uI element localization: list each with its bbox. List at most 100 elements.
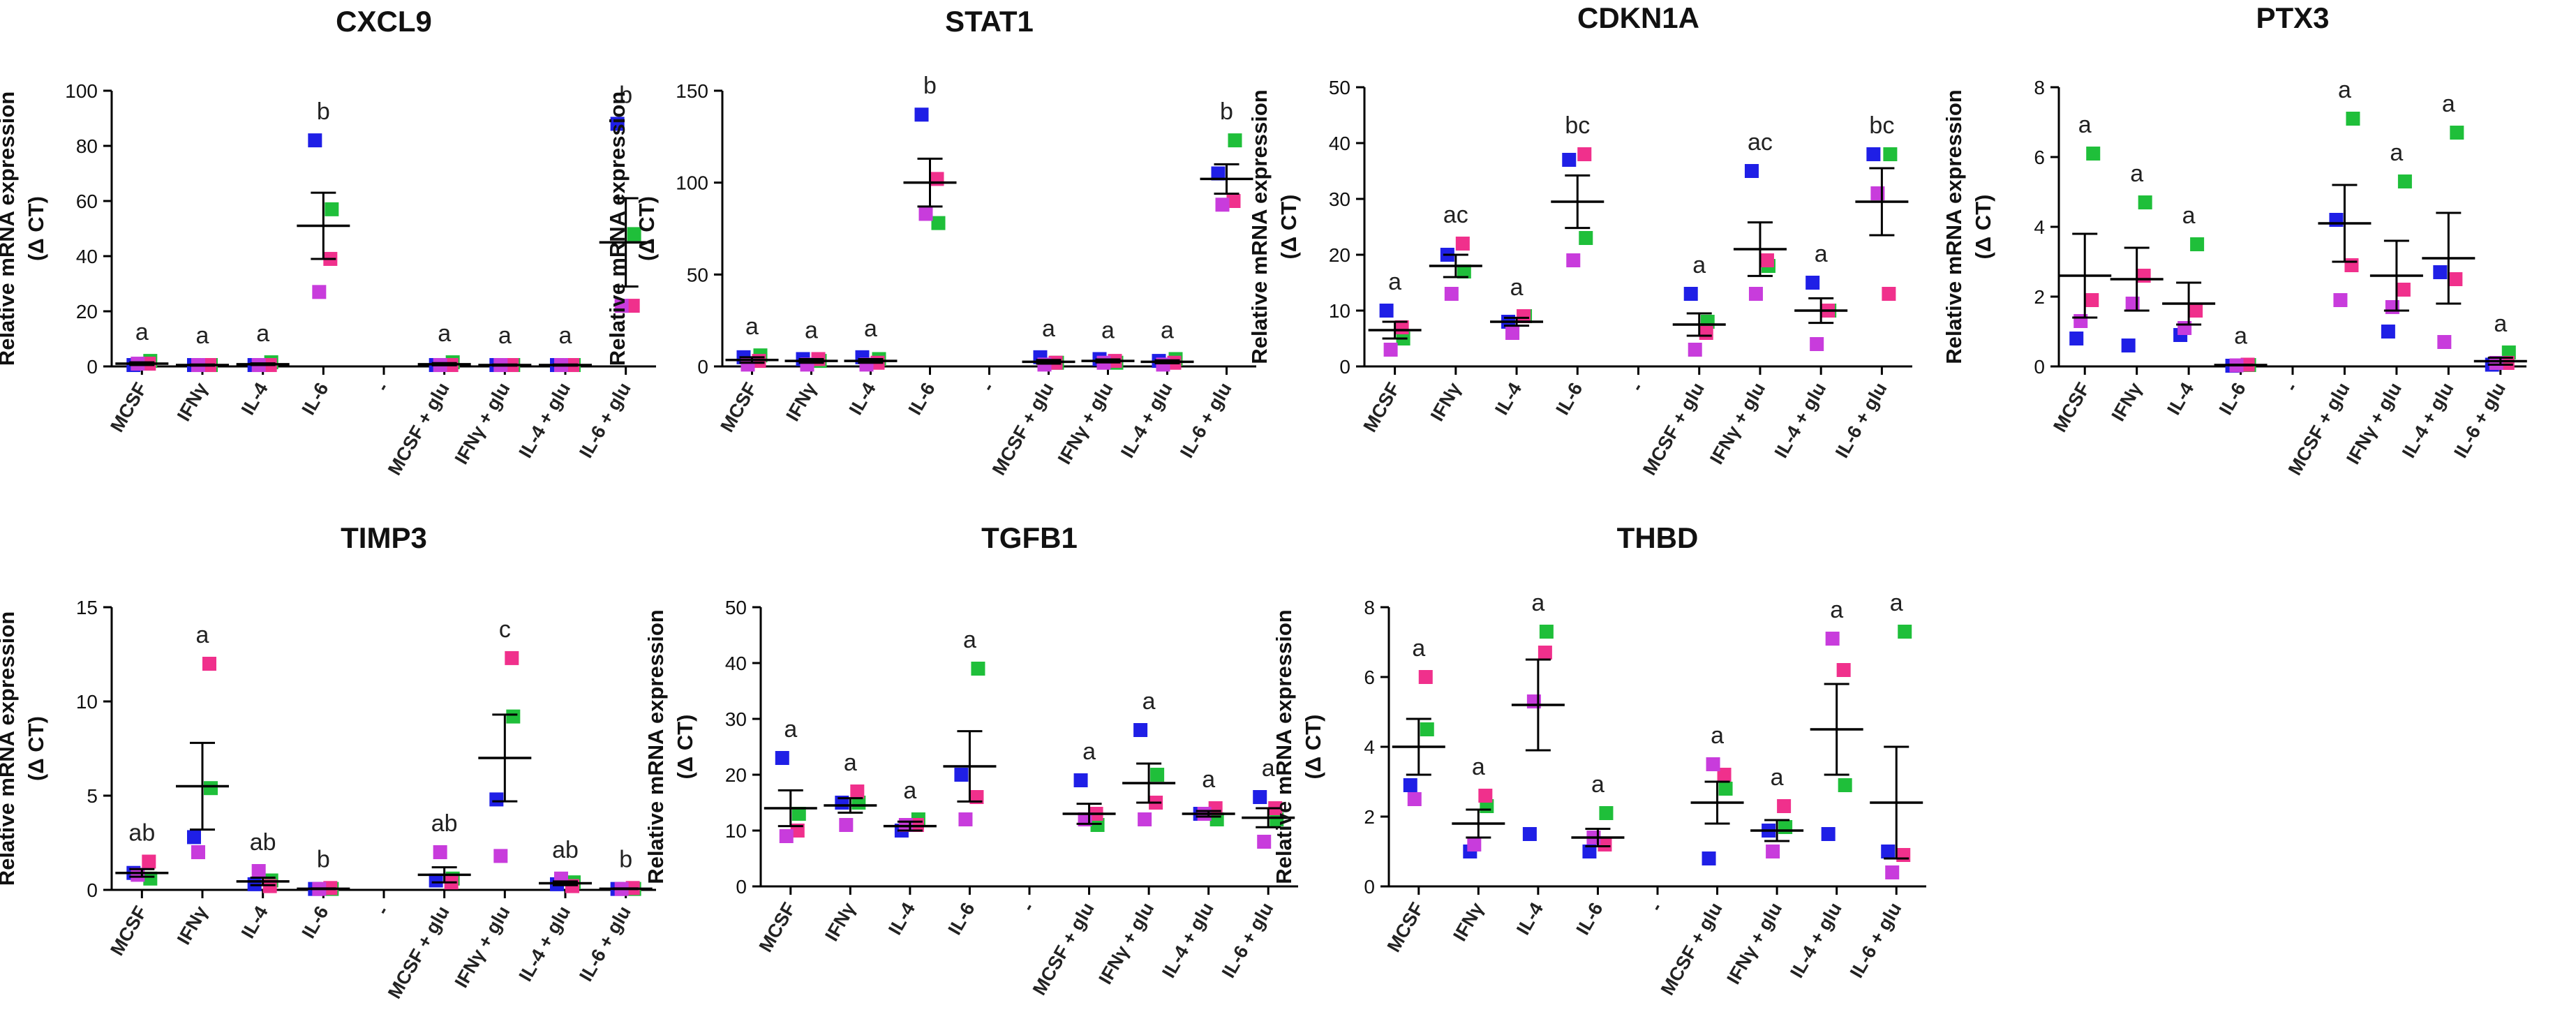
data-point-green xyxy=(1539,625,1554,639)
significance-letter: a xyxy=(498,322,512,349)
significance-letter: a xyxy=(196,322,209,349)
data-point-magenta xyxy=(1444,287,1459,301)
y-axis-sublabel: (Δ CT) xyxy=(673,715,697,780)
y-tick-label: 2 xyxy=(2034,286,2045,308)
data-point-pink xyxy=(1836,663,1851,677)
data-point-pink xyxy=(2344,258,2359,272)
data-point-blue xyxy=(1702,851,1716,865)
x-tick-label: - xyxy=(977,379,998,395)
x-tick-label: IL-6 xyxy=(2215,379,2250,419)
significance-letter: a xyxy=(2130,161,2143,187)
significance-letter: ac xyxy=(1748,129,1773,156)
data-point-green xyxy=(1718,782,1733,796)
significance-letter: a xyxy=(2494,311,2507,337)
x-tick-label: IL-4 xyxy=(1491,379,1526,419)
data-point-magenta xyxy=(2333,293,2348,307)
y-axis-sublabel: (Δ CT) xyxy=(1971,195,1995,260)
y-axis-label: Relative mRNA expression xyxy=(1272,609,1296,884)
x-tick-label: - xyxy=(1646,899,1667,915)
data-point-pink xyxy=(2448,272,2463,286)
x-tick-label: IL-6 xyxy=(944,899,979,939)
data-point-blue xyxy=(1253,790,1267,804)
data-point-green xyxy=(1898,625,1912,639)
data-point-blue xyxy=(1379,304,1394,318)
significance-letter: a xyxy=(1262,755,1275,782)
significance-letter: b xyxy=(317,98,330,125)
significance-letter: a xyxy=(2338,77,2351,103)
data-point-blue xyxy=(1806,276,1820,290)
data-point-blue xyxy=(1866,147,1881,161)
x-tick-label: IFNγ + glu xyxy=(1706,379,1769,468)
data-point-green xyxy=(204,781,218,796)
data-point-green xyxy=(971,662,985,676)
chart-panel-cdkn1a: CDKN1A Relative mRNA expression (Δ CT) 0 10 2… xyxy=(1247,1,1912,479)
x-tick-label: IL-4 xyxy=(884,899,919,939)
y-tick-label: 5 xyxy=(87,785,98,807)
data-point-green xyxy=(1457,265,1471,278)
data-point-pink xyxy=(1517,309,1531,323)
x-tick-label: IFNγ xyxy=(173,379,211,425)
significance-letter: a xyxy=(2442,91,2455,117)
x-tick-label: IFNγ xyxy=(2108,379,2146,425)
data-point-pink xyxy=(1538,646,1552,660)
significance-letter: b xyxy=(923,73,937,99)
data-point-magenta xyxy=(1706,757,1720,771)
y-tick-label: 10 xyxy=(1329,300,1350,322)
x-tick-label: IFNγ + glu xyxy=(1094,899,1158,988)
x-tick-label: IL-4 xyxy=(1512,899,1547,939)
significance-letter: a xyxy=(1388,269,1401,295)
data-point-pink xyxy=(1717,768,1732,782)
y-tick-label: 8 xyxy=(1364,597,1375,618)
data-point-blue xyxy=(1562,153,1577,167)
data-point-green xyxy=(931,216,946,230)
chart-panel-ptx3: PTX3 Relative mRNA expression (Δ CT) 0 2 4 6 8 M… xyxy=(1942,1,2527,479)
significance-letter: a xyxy=(438,320,451,347)
data-point-green xyxy=(506,709,521,724)
data-point-pink xyxy=(2189,304,2203,318)
x-tick-label: IL-4 xyxy=(237,902,272,942)
significance-letter: a xyxy=(864,315,877,342)
data-point-magenta xyxy=(779,829,794,843)
y-axis-sublabel: (Δ CT) xyxy=(1301,715,1325,780)
x-tick-label: IFNγ xyxy=(821,899,859,945)
data-point-blue xyxy=(954,768,969,782)
y-axis-label: Relative mRNA expression xyxy=(1247,89,1272,364)
data-point-magenta xyxy=(191,845,205,859)
y-tick-label: 50 xyxy=(687,264,708,285)
y-tick-label: 60 xyxy=(76,191,98,212)
data-point-pink xyxy=(1759,253,1774,267)
significance-letter: bc xyxy=(1869,112,1894,139)
significance-letter: a xyxy=(1161,317,1174,343)
y-tick-label: 100 xyxy=(65,80,98,102)
y-tick-label: 20 xyxy=(725,764,747,786)
data-point-green xyxy=(1228,133,1242,148)
significance-letter: a xyxy=(1591,771,1605,798)
x-tick-label: IL-4 + glu xyxy=(2398,379,2458,461)
data-point-green xyxy=(1778,820,1793,834)
data-point-magenta xyxy=(1407,792,1422,806)
data-point-magenta xyxy=(918,207,933,221)
x-tick-label: IFNγ + glu xyxy=(1722,899,1786,988)
data-point-pink xyxy=(1777,799,1792,813)
x-tick-label: MCSF + glu xyxy=(2284,379,2354,479)
y-tick-label: 2 xyxy=(1364,806,1375,828)
x-tick-label: IL-4 + glu xyxy=(515,902,575,985)
data-point-magenta xyxy=(614,299,629,313)
data-point-pink xyxy=(850,784,865,798)
data-point-blue xyxy=(1821,827,1836,841)
y-tick-label: 0 xyxy=(87,356,98,378)
y-tick-label: 6 xyxy=(1364,667,1375,688)
significance-letter: a xyxy=(784,716,797,743)
x-tick-label: IFNγ xyxy=(173,902,211,949)
y-axis-sublabel: (Δ CT) xyxy=(24,196,48,261)
significance-letter: a xyxy=(1202,766,1215,793)
data-point-magenta xyxy=(2437,335,2452,349)
x-tick-label: MCSF + glu xyxy=(1657,899,1727,999)
significance-letter: a xyxy=(135,319,149,345)
y-tick-label: 100 xyxy=(676,172,708,194)
data-point-blue xyxy=(187,830,201,845)
significance-letter: a xyxy=(1082,738,1096,765)
data-point-magenta xyxy=(251,864,266,878)
